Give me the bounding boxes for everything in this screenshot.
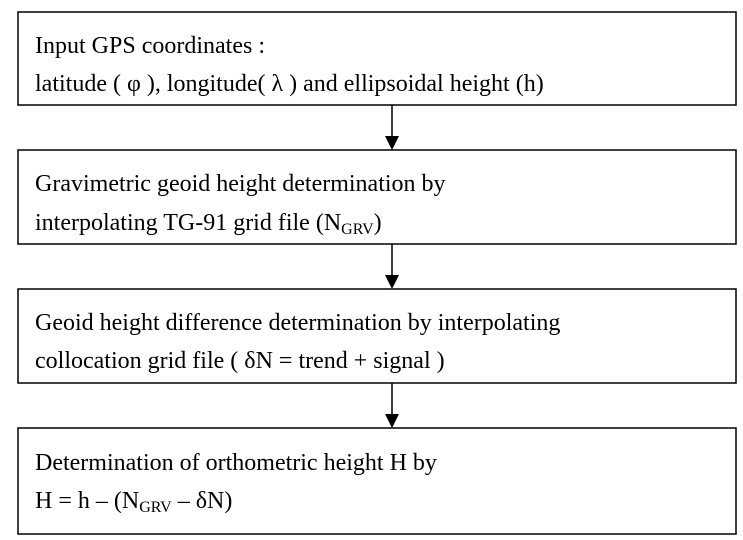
text-run: Input GPS coordinates : xyxy=(35,33,265,59)
step-text: latitude ( φ ), longitude( λ ) and ellip… xyxy=(35,71,544,97)
step-text: interpolating TG-91 grid file (NGRV) xyxy=(35,210,382,238)
step-text: Input GPS coordinates : xyxy=(35,33,265,59)
step-box xyxy=(17,427,737,535)
text-run: ) xyxy=(374,210,382,236)
text-run: H = h – (N xyxy=(35,488,139,514)
text-run: – δN) xyxy=(172,488,233,514)
step-box xyxy=(17,11,737,106)
arrow-head xyxy=(385,275,399,289)
arrow-head xyxy=(385,414,399,428)
text-run: Geoid height difference determination by… xyxy=(35,310,560,336)
text-run: interpolating TG-91 grid file (N xyxy=(35,210,341,236)
text-run: collocation grid file ( δN = trend + sig… xyxy=(35,348,445,374)
text-run: Determination of orthometric height H by xyxy=(35,450,437,476)
step-text: Determination of orthometric height H by xyxy=(35,450,437,476)
subscript: GRV xyxy=(139,499,172,516)
step-text: H = h – (NGRV – δN) xyxy=(35,488,232,516)
step-text: Geoid height difference determination by… xyxy=(35,310,560,336)
arrow-head xyxy=(385,136,399,150)
step-text: Gravimetric geoid height determination b… xyxy=(35,171,446,197)
text-run: latitude ( φ ), longitude( λ ) and ellip… xyxy=(35,71,544,97)
step-box xyxy=(17,149,737,245)
subscript: GRV xyxy=(341,221,374,238)
step-box xyxy=(17,288,737,384)
step-text: collocation grid file ( δN = trend + sig… xyxy=(35,348,445,374)
text-run: Gravimetric geoid height determination b… xyxy=(35,171,446,197)
